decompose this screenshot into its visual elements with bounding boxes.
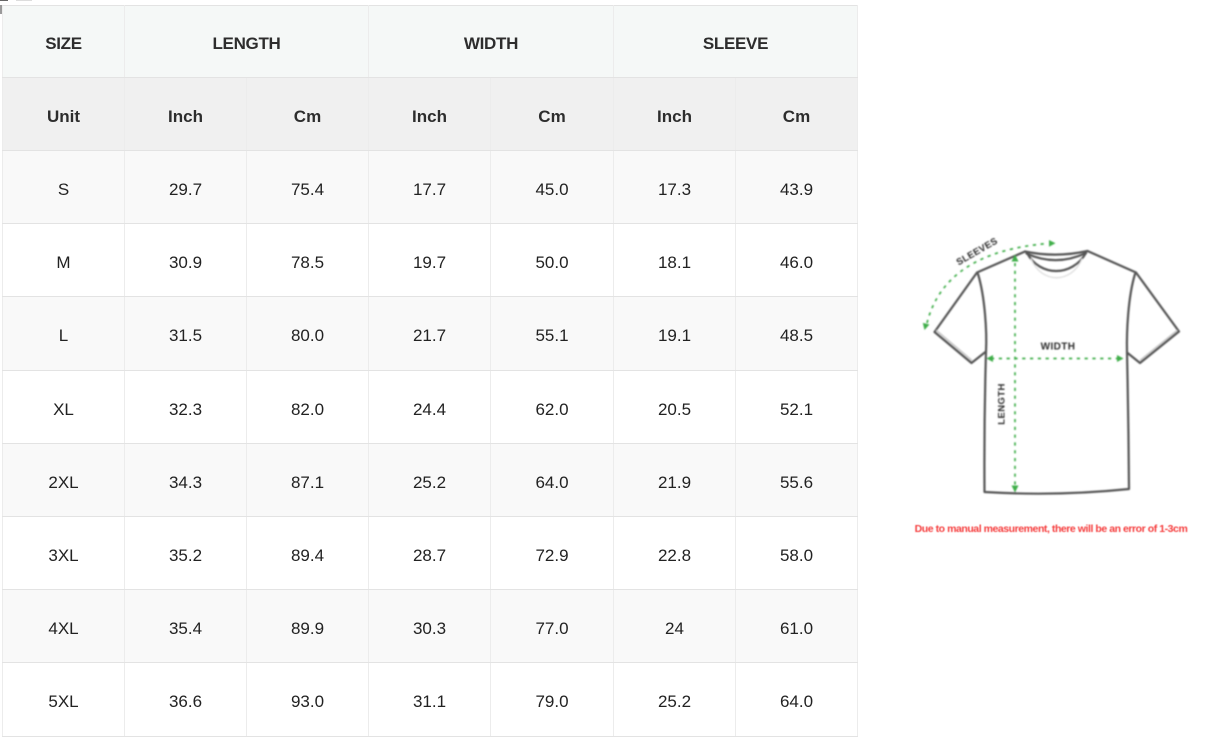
svg-text:WIDTH: WIDTH xyxy=(1041,342,1076,353)
svg-text:SLEEVES: SLEEVES xyxy=(955,236,1000,268)
svg-text:LENGTH: LENGTH xyxy=(997,383,1008,424)
